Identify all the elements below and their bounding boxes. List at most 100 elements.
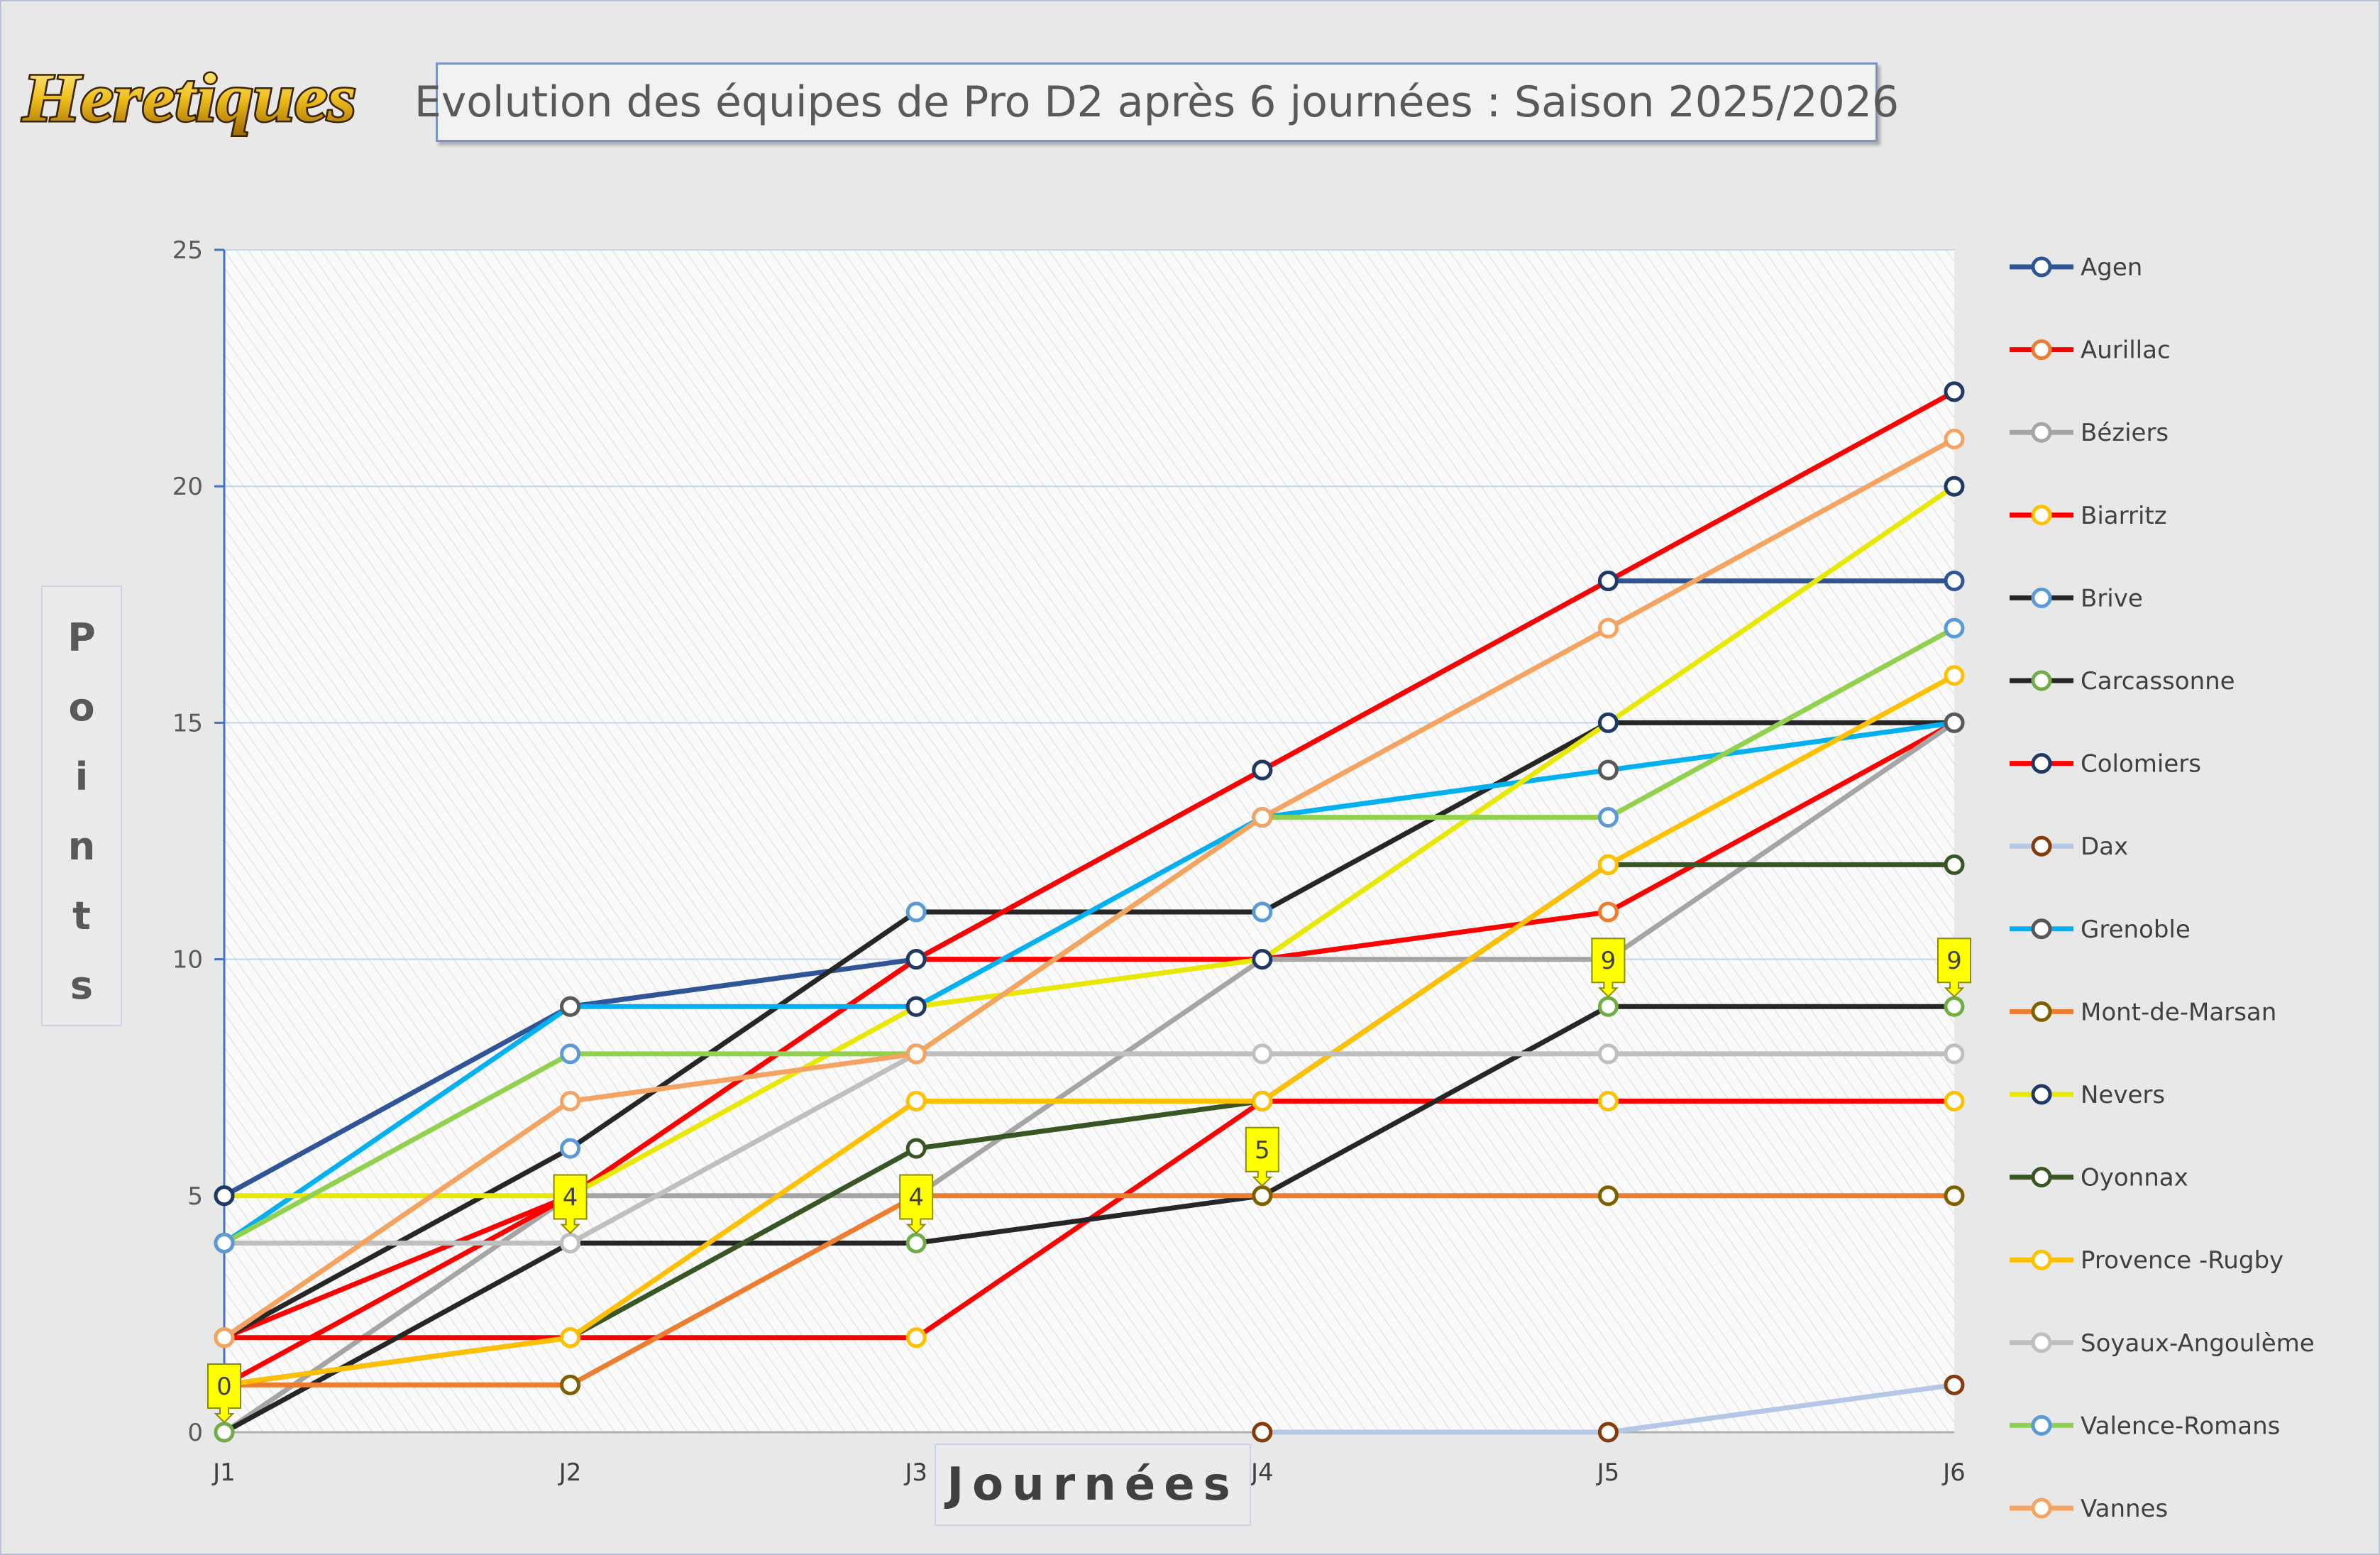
point-mont-de-marsan-j6 bbox=[1944, 1185, 1965, 1207]
legend-marker-aurillac bbox=[2031, 339, 2052, 361]
legend-label-valence-romans: Valence-Romans bbox=[2081, 1412, 2280, 1440]
point-nevers-j4 bbox=[1252, 949, 1273, 970]
annotation-label: 4 bbox=[563, 1183, 578, 1211]
annotation-label: 5 bbox=[1255, 1136, 1270, 1165]
chart-title: Evolution des équipes de Pro D2 après 6 … bbox=[414, 77, 1900, 127]
point-colomiers-j4 bbox=[1252, 759, 1273, 781]
legend-label-biarritz: Biarritz bbox=[2081, 502, 2167, 530]
legend-marker-colomiers bbox=[2031, 753, 2052, 774]
point-soyaux-angouleme-j6 bbox=[1944, 1043, 1965, 1065]
point-provence-rugby-j5 bbox=[1597, 854, 1619, 875]
legend-marker-brive bbox=[2031, 587, 2052, 608]
y-axis-title-letter: n bbox=[67, 824, 96, 869]
annotation-callout bbox=[1937, 938, 1971, 998]
point-nevers-j1 bbox=[214, 1185, 235, 1207]
annotation-label: 9 bbox=[1946, 947, 1962, 975]
series-line-aurillac bbox=[221, 720, 1957, 1341]
point-colomiers-j5 bbox=[1597, 570, 1619, 591]
series-line-colomiers bbox=[221, 389, 1957, 1388]
legend-marker-grenoble bbox=[2031, 918, 2052, 940]
point-brive-j2 bbox=[560, 1138, 581, 1159]
annotation-callout bbox=[1591, 938, 1626, 998]
legend-label-beziers: Béziers bbox=[2081, 419, 2169, 447]
point-grenoble-j2 bbox=[560, 996, 581, 1017]
y-tick-label: 5 bbox=[187, 1182, 203, 1211]
point-valence-romans-j1 bbox=[214, 1232, 235, 1253]
legend-marker-biarritz bbox=[2031, 505, 2052, 526]
legend-marker-agen bbox=[2031, 256, 2052, 278]
point-carcassonne-j5 bbox=[1597, 996, 1619, 1017]
series-line-provence-rugby bbox=[221, 673, 1957, 1388]
y-axis-title-letter: P bbox=[67, 615, 96, 660]
point-carcassonne-j6 bbox=[1944, 996, 1965, 1017]
legend-label-aurillac: Aurillac bbox=[2081, 336, 2171, 365]
point-valence-romans-j2 bbox=[560, 1043, 581, 1065]
legend-marker-mont-de-marsan bbox=[2031, 1001, 2052, 1022]
title-box: Evolution des équipes de Pro D2 après 6 … bbox=[414, 62, 1899, 142]
x-tick-label: J2 bbox=[558, 1458, 582, 1487]
point-vannes-j3 bbox=[905, 1043, 927, 1065]
point-carcassonne-j1 bbox=[214, 1422, 235, 1443]
legend-marker-dax bbox=[2031, 835, 2052, 857]
annotation-callout bbox=[553, 1174, 588, 1234]
legend-label-brive: Brive bbox=[2081, 584, 2143, 612]
point-dax-j6 bbox=[1944, 1374, 1965, 1395]
point-provence-rugby-j3 bbox=[905, 1091, 927, 1112]
legend-label-provence-rugby: Provence -Rugby bbox=[2081, 1246, 2283, 1275]
annotation-callout bbox=[1245, 1126, 1279, 1187]
point-carcassonne-j3 bbox=[905, 1232, 927, 1253]
point-provence-rugby-j4 bbox=[1252, 1091, 1273, 1112]
point-mont-de-marsan-j2 bbox=[560, 1374, 581, 1395]
legend-label-oyonnax: Oyonnax bbox=[2081, 1164, 2188, 1192]
point-oyonnax-j6 bbox=[1944, 854, 1965, 875]
series-line-beziers bbox=[221, 720, 1957, 1435]
point-biarritz-j6 bbox=[1944, 1091, 1965, 1112]
point-agen-j6 bbox=[1944, 570, 1965, 591]
legend-label-agen: Agen bbox=[2081, 253, 2142, 282]
legend-marker-carcassonne bbox=[2031, 670, 2052, 691]
legend-marker-provence-rugby bbox=[2031, 1249, 2052, 1270]
x-tick-label: J1 bbox=[211, 1458, 236, 1487]
point-mont-de-marsan-j4 bbox=[1252, 1185, 1273, 1207]
legend-label-mont-de-marsan: Mont-de-Marsan bbox=[2081, 998, 2276, 1026]
legend-label-nevers: Nevers bbox=[2081, 1081, 2165, 1109]
point-oyonnax-j3 bbox=[905, 1138, 927, 1159]
logo-text: Heretiques bbox=[22, 60, 356, 136]
y-axis-title-letter: o bbox=[68, 685, 95, 730]
annotation-callout bbox=[207, 1363, 241, 1424]
annotation-label: 9 bbox=[1601, 947, 1616, 975]
point-nevers-j6 bbox=[1944, 476, 1965, 497]
point-provence-rugby-j6 bbox=[1944, 665, 1965, 686]
y-tick-label: 25 bbox=[172, 236, 203, 265]
legend-label-colomiers: Colomiers bbox=[2081, 750, 2201, 779]
legend-marker-oyonnax bbox=[2031, 1167, 2052, 1188]
y-tick-label: 20 bbox=[172, 473, 203, 501]
point-valence-romans-j5 bbox=[1597, 807, 1619, 828]
legend-marker-soyaux-angouleme bbox=[2031, 1332, 2052, 1353]
y-tick-label: 15 bbox=[172, 709, 203, 737]
point-grenoble-j5 bbox=[1597, 759, 1619, 781]
y-tick-label: 0 bbox=[187, 1419, 203, 1447]
point-vannes-j4 bbox=[1252, 807, 1273, 828]
legend-marker-vannes bbox=[2031, 1498, 2052, 1519]
y-axis-title-letter: s bbox=[70, 963, 94, 1008]
point-provence-rugby-j2 bbox=[560, 1327, 581, 1348]
point-aurillac-j5 bbox=[1597, 901, 1619, 923]
point-vannes-j5 bbox=[1597, 617, 1619, 639]
point-biarritz-j5 bbox=[1597, 1091, 1619, 1112]
annotation-label: 0 bbox=[216, 1373, 232, 1401]
point-nevers-j3 bbox=[905, 996, 927, 1017]
point-brive-j3 bbox=[905, 901, 927, 923]
legend-label-soyaux-angouleme: Soyaux-Angoulème bbox=[2081, 1329, 2315, 1358]
point-vannes-j2 bbox=[560, 1091, 581, 1112]
point-grenoble-j6 bbox=[1944, 712, 1965, 733]
annotation-label: 4 bbox=[908, 1183, 924, 1211]
point-dax-j4 bbox=[1252, 1422, 1273, 1443]
series-line-carcassonne bbox=[221, 1004, 1957, 1435]
point-dax-j5 bbox=[1597, 1422, 1619, 1443]
y-tick-label: 10 bbox=[172, 946, 203, 974]
legend-marker-valence-romans bbox=[2031, 1414, 2052, 1436]
x-tick-label: J6 bbox=[1941, 1458, 1966, 1487]
